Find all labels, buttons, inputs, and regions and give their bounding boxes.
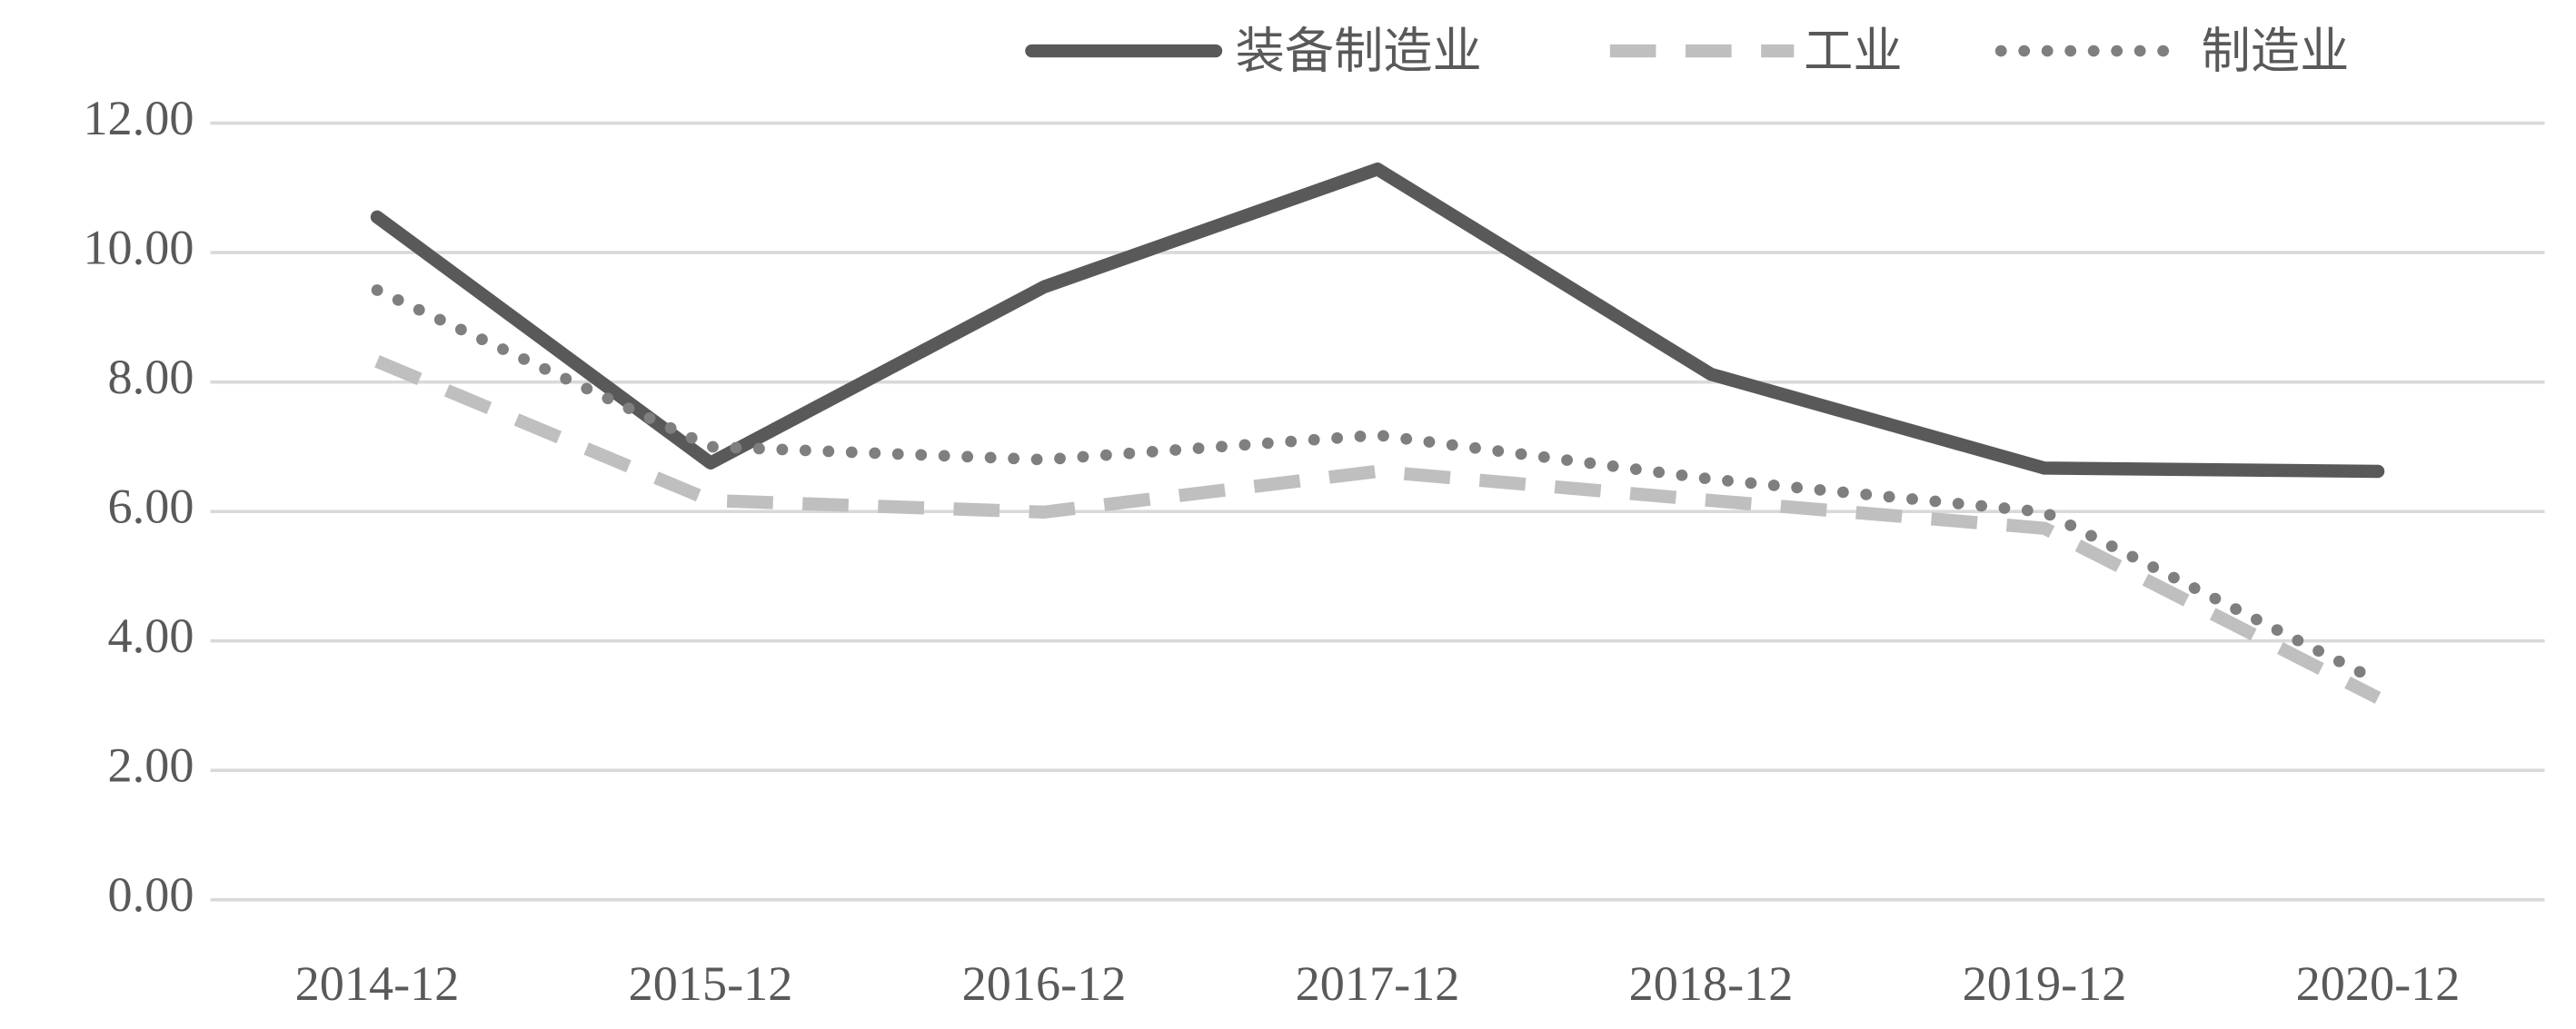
x-tick-label: 2014-12 bbox=[295, 956, 460, 1011]
y-tick-label: 4.00 bbox=[108, 608, 194, 663]
legend-label: 工业 bbox=[1804, 22, 1902, 79]
x-tick-label: 2018-12 bbox=[1629, 956, 1794, 1011]
line-series bbox=[370, 162, 2385, 479]
x-tick-label: 2019-12 bbox=[1963, 956, 2127, 1011]
y-tick-label: 10.00 bbox=[83, 221, 194, 275]
x-tick-label: 2017-12 bbox=[1296, 956, 1460, 1011]
y-tick-label: 2.00 bbox=[108, 738, 194, 793]
legend-label: 装备制造业 bbox=[1236, 22, 1482, 79]
line-series bbox=[374, 355, 2382, 704]
legend-label: 制造业 bbox=[2202, 22, 2350, 79]
y-tick-label: 8.00 bbox=[108, 350, 194, 404]
x-tick-label: 2020-12 bbox=[2296, 956, 2461, 1011]
y-tick-label: 0.00 bbox=[108, 867, 194, 922]
x-tick-label: 2016-12 bbox=[962, 956, 1127, 1011]
y-tick-label: 12.00 bbox=[83, 91, 194, 145]
y-tick-label: 6.00 bbox=[108, 480, 194, 534]
line-series bbox=[371, 284, 2384, 688]
x-tick-label: 2015-12 bbox=[629, 956, 793, 1011]
